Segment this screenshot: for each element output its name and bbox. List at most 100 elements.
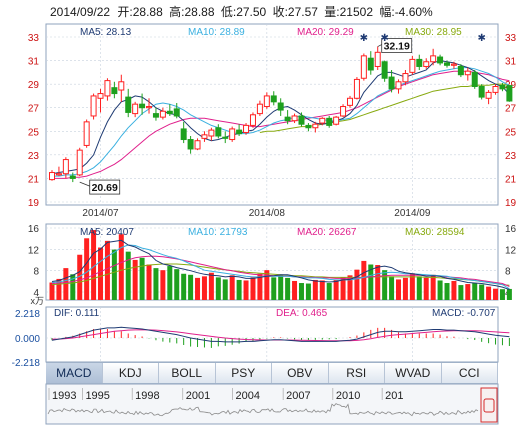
candle-down (457, 65, 464, 76)
volume-bar-up (493, 288, 499, 300)
price-annotations: 32.19 20.69 ✱ ✱ ✱ (79, 33, 486, 195)
tab-rsi[interactable]: RSI (328, 363, 385, 383)
macd-y-axis: 2.218 0.000 -2.218 (12, 309, 41, 369)
volume-bar-up (49, 282, 55, 300)
volume-ma-legend-item: MA20: 26267 (297, 227, 357, 238)
candle-up (76, 149, 83, 176)
tab-macd[interactable]: MACD (46, 363, 103, 383)
volume-bar-up (375, 265, 381, 300)
low-label: 低: (221, 5, 236, 19)
volume-bar-down (215, 277, 221, 300)
volume-bar-up (229, 275, 235, 300)
timeline-year-label: 1995 (85, 390, 109, 402)
candle-down (187, 139, 194, 150)
tab-boll[interactable]: BOLL (159, 363, 216, 383)
price-y-tick-right: 25 (505, 127, 517, 138)
annotation-box (89, 179, 121, 195)
volume-bar-up (347, 275, 353, 300)
volume-y-tick-left: 8 (33, 267, 39, 278)
price-y-tick-left: 25 (28, 127, 40, 138)
volume-bar-up (146, 264, 152, 300)
indicator-tabs: MACD KDJ BOLL PSY OBV RSI WVAD CCI (46, 362, 498, 384)
volume-bar-up (98, 247, 104, 300)
price-y-tick-right: 23 (505, 151, 517, 162)
price-y-tick-right: 31 (505, 57, 517, 68)
volume-bar-down (139, 257, 145, 300)
candle-up (374, 51, 381, 67)
macd-panel-frame (45, 306, 499, 363)
timeline-history-line (47, 403, 479, 417)
volume-bar-up (333, 279, 339, 300)
timeline-window-selector[interactable] (480, 387, 498, 423)
volume-bar-down (174, 269, 180, 300)
candle-down (173, 108, 180, 117)
candle-up (360, 55, 367, 79)
volume-bar-up (195, 277, 201, 300)
candle-up (132, 103, 139, 115)
timeline-drag-handle[interactable] (483, 398, 495, 413)
price-ma-legend-item: MA30: 28.95 (405, 27, 462, 38)
candle-down (326, 117, 333, 126)
volume-bar-up (423, 277, 429, 300)
volume-bar-up (56, 278, 62, 300)
candle-down (284, 116, 291, 122)
volume-bar-down (437, 280, 443, 300)
annotation-leader (377, 44, 382, 47)
volume-bar-up (132, 259, 138, 300)
volume-bar-down (125, 251, 131, 300)
timeline-year-label: 201 (385, 390, 403, 402)
candle-down (298, 115, 305, 125)
candle-up (243, 124, 250, 133)
macd-y-tick: 2.218 (15, 309, 40, 320)
candle-down (236, 129, 243, 135)
price-y-tick-left: 33 (28, 33, 40, 44)
price-ma-legend-item: MA20: 29.29 (297, 27, 354, 38)
candle-down (139, 103, 146, 109)
candle-up (90, 95, 97, 117)
candle-up (229, 128, 236, 141)
tab-wvad[interactable]: WVAD (385, 363, 442, 383)
volume-ma-legend-item: MA10: 21793 (188, 227, 248, 238)
volume-bar-up (201, 276, 207, 300)
timeline-year-label: 2010 (336, 390, 360, 402)
volume-bar-up (312, 279, 318, 300)
volume-bar-up (243, 280, 249, 300)
candle-up (201, 134, 208, 139)
tab-psy[interactable]: PSY (215, 363, 272, 383)
volume-bar-down (188, 274, 194, 300)
price-y-tick-right: 27 (505, 104, 517, 115)
volume-bar-down (298, 283, 304, 300)
volume-y-tick-right: 12 (505, 245, 517, 256)
candle-up (97, 93, 104, 99)
volume-bar-up (257, 273, 263, 300)
volume-label: 量: (324, 5, 339, 19)
annotation-box (381, 38, 413, 53)
price-y-tick-left: 23 (28, 151, 40, 162)
volume-value: 21502 (340, 5, 374, 19)
candle-down (471, 71, 478, 87)
volume-y-tick-left: 12 (28, 245, 40, 256)
candle-up (194, 140, 201, 150)
timeline-year-label: 2007 (286, 390, 310, 402)
tab-cci[interactable]: CCI (441, 363, 498, 383)
macd-legend-item: MACD: -0.707 (432, 308, 496, 319)
volume-bar-up (486, 286, 492, 300)
candle-up (464, 70, 471, 76)
tab-obv[interactable]: OBV (272, 363, 329, 383)
volume-bar-up (430, 274, 436, 300)
candle-down (305, 124, 312, 129)
tab-kdj[interactable]: KDJ (102, 363, 159, 383)
volume-bar-up (160, 270, 166, 300)
quote-header: 2014/09/22 开:28.88 高:28.88 低:27.50 收:27.… (50, 4, 433, 19)
volume-bar-down (389, 276, 395, 300)
timeline-panel[interactable] (45, 383, 499, 425)
timeline-year-label: 2001 (186, 390, 210, 402)
volume-bar-down (416, 276, 422, 300)
annotation-label: 20.69 (92, 182, 118, 194)
volume-bar-down (382, 270, 388, 300)
price-x-axis: 2014/07 2014/08 2014/09 (82, 208, 430, 219)
star-marker-icon: ✱ (477, 33, 485, 44)
candle-up (353, 78, 360, 99)
macd-legend-item: DIF: 0.111 (54, 308, 100, 319)
